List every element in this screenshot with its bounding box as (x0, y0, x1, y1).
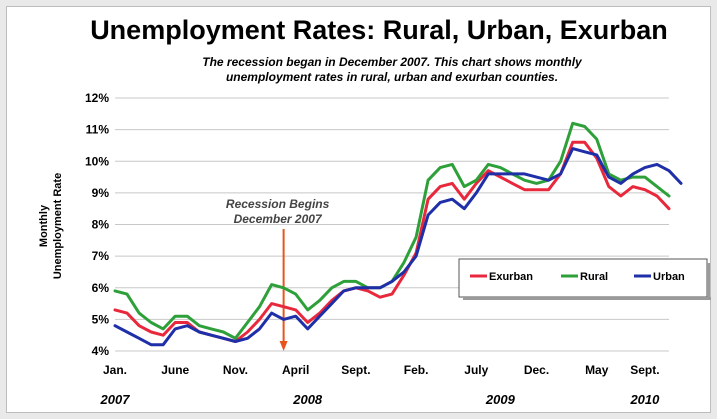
y-tick-label: 9% (92, 186, 110, 200)
x-tick-label: Sept. (341, 363, 370, 377)
x-tick-label: July (464, 363, 488, 377)
chart-subtitle-line-1: The recession began in December 2007. Th… (202, 55, 583, 69)
series-line-rural (113, 121, 671, 340)
grid-lines (115, 97, 669, 352)
year-labels: 2007 2008 2009 2010 (100, 392, 661, 407)
series-line-urban (113, 147, 683, 347)
y-tick-label: 4% (92, 344, 110, 358)
annotation-text-line-2: December 2007 (234, 212, 323, 226)
year-label: 2009 (485, 392, 516, 407)
legend: Exurban Rural Urban (458, 258, 711, 300)
chart-frame: Unemployment Rates: Rural, Urban, Exurba… (6, 6, 711, 413)
legend-shadow-side (707, 263, 710, 300)
series-lines (113, 121, 683, 347)
x-tick-label: Dec. (524, 363, 549, 377)
x-tick-label: Nov. (223, 363, 248, 377)
annotation-arrow-head (279, 341, 288, 351)
line-chart: Unemployment Rates: Rural, Urban, Exurba… (38, 15, 711, 407)
annotation-text-line-1: Recession Begins (226, 197, 330, 211)
y-axis-label-line-1: Monthly (38, 204, 50, 247)
x-tick-label: April (282, 363, 309, 377)
series-line-exurban (113, 140, 671, 343)
y-tick-label: 6% (92, 281, 110, 295)
legend-box (458, 258, 708, 298)
y-tick-label: 12% (85, 91, 109, 105)
x-tick-label: Jan. (103, 363, 127, 377)
legend-shadow (463, 297, 711, 300)
chart-subtitle-line-2: unemployment rates in rural, urban and e… (226, 70, 558, 84)
x-tick-label: Feb. (404, 363, 429, 377)
legend-label-exurban: Exurban (489, 271, 533, 283)
y-tick-label: 7% (92, 249, 110, 263)
chart-title: Unemployment Rates: Rural, Urban, Exurba… (90, 15, 668, 45)
y-tick-label: 11% (86, 123, 110, 137)
year-label: 2007 (100, 392, 131, 407)
y-tick-label: 5% (92, 312, 110, 326)
y-tick-label: 8% (92, 218, 110, 232)
legend-label-rural: Rural (580, 271, 608, 283)
y-axis-label-line-2: Unemployment Rate (52, 173, 64, 279)
x-tick-labels: Jan. June Nov. April Sept. Feb. July Dec. May Sep… (103, 363, 660, 377)
y-tick-label: 10% (85, 154, 109, 168)
x-tick-label: Sept. (630, 363, 659, 377)
year-label: 2010 (629, 392, 660, 407)
x-tick-label: May (585, 363, 609, 377)
x-tick-label: June (161, 363, 189, 377)
year-label: 2008 (292, 392, 323, 407)
y-tick-labels: 12% 11% 10% 9% 8% 7% 6% 5% 4% (85, 91, 109, 358)
legend-label-urban: Urban (653, 271, 685, 283)
